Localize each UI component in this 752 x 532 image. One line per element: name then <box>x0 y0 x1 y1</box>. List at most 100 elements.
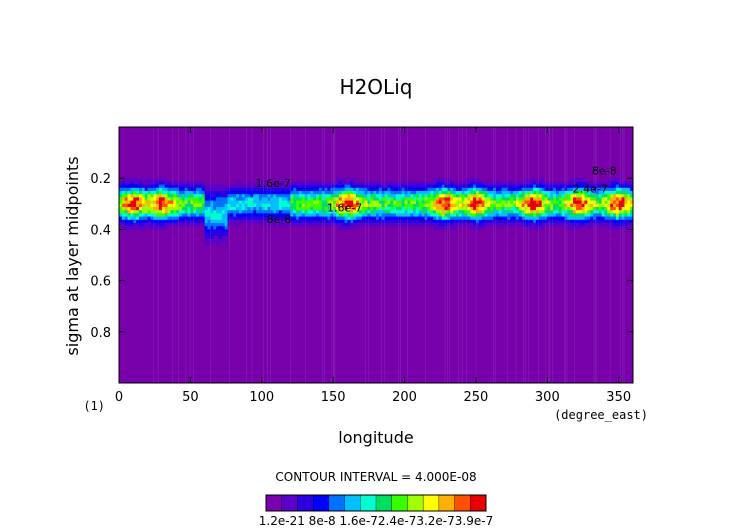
heatmap-cell <box>484 181 488 185</box>
heatmap-cell <box>138 223 143 227</box>
heatmap-cell <box>361 184 365 189</box>
heatmap-cell <box>441 181 445 185</box>
heatmap-cell <box>278 184 283 189</box>
heatmap-cell <box>238 219 243 224</box>
heatmap-cell <box>601 216 605 221</box>
heatmap-cell <box>430 194 434 198</box>
heatmap-cell <box>167 200 171 205</box>
heatmap-cell <box>230 203 234 208</box>
heatmap-cell <box>253 210 257 214</box>
heatmap-cell <box>318 207 323 211</box>
heatmap-cell <box>495 194 500 198</box>
heatmap-cell <box>498 210 503 214</box>
heatmap-cell <box>398 191 403 195</box>
heatmap-cell <box>247 223 251 227</box>
heatmap-cell <box>347 213 351 217</box>
heatmap-cell <box>370 191 374 195</box>
heatmap-cell <box>593 207 597 211</box>
heatmap-cell <box>307 191 311 195</box>
heatmap-cell <box>601 197 605 201</box>
heatmap-cell <box>481 219 485 224</box>
heatmap-cell <box>473 226 477 230</box>
heatmap-cell <box>370 184 374 189</box>
heatmap-cell <box>187 194 191 198</box>
heatmap-cell <box>201 216 206 221</box>
heatmap-cell <box>313 210 317 214</box>
heatmap-cell <box>273 181 277 185</box>
heatmap-cell <box>210 187 214 192</box>
heatmap-cell <box>141 213 146 217</box>
heatmap-cell <box>530 184 534 189</box>
heatmap-cell <box>473 200 477 205</box>
heatmap-cell <box>515 203 520 208</box>
heatmap-cell <box>567 197 571 201</box>
heatmap-cell <box>470 219 474 224</box>
heatmap-cell <box>341 216 345 221</box>
heatmap-cell <box>161 191 166 195</box>
heatmap-cell <box>190 197 194 201</box>
heatmap-cell <box>615 210 620 214</box>
heatmap-cell <box>121 216 126 221</box>
heatmap-cell <box>216 216 220 221</box>
heatmap-cell <box>461 207 465 211</box>
heatmap-cell <box>153 210 157 214</box>
heatmap-cell <box>373 181 377 185</box>
heatmap-cell <box>595 210 600 214</box>
heatmap-cell <box>444 210 448 214</box>
heatmap-cell <box>296 194 300 198</box>
heatmap-cell <box>461 197 465 201</box>
heatmap-cell <box>621 187 625 192</box>
heatmap-cell <box>178 213 183 217</box>
heatmap-cell <box>193 197 197 201</box>
heatmap-cell <box>176 207 180 211</box>
heatmap-cell <box>310 191 314 195</box>
heatmap-cell <box>601 184 605 189</box>
heatmap-cell <box>407 219 411 224</box>
heatmap-cell <box>136 181 140 185</box>
heatmap-cell <box>136 226 140 230</box>
heatmap-cell <box>358 200 363 205</box>
heatmap-cell <box>144 216 148 221</box>
heatmap-cell <box>618 181 622 185</box>
heatmap-cell <box>210 210 214 214</box>
heatmap-cell <box>570 181 574 185</box>
heatmap-cell <box>521 216 525 221</box>
heatmap-cell <box>156 191 160 195</box>
heatmap-cell <box>564 216 568 221</box>
heatmap-cell <box>261 197 266 201</box>
heatmap-cell <box>176 203 180 208</box>
heatmap-cell <box>170 181 174 185</box>
contour-label: 1.6e-7 <box>256 177 291 190</box>
heatmap-cell <box>473 210 477 214</box>
y-tick-label: 0.4 <box>90 223 111 238</box>
heatmap-cell <box>621 210 625 214</box>
heatmap-cell <box>238 184 243 189</box>
heatmap-cell <box>256 213 260 217</box>
heatmap-cell <box>213 219 217 224</box>
heatmap-cell <box>261 223 266 227</box>
heatmap-cell <box>218 223 223 227</box>
heatmap-cell <box>567 223 571 227</box>
heatmap-cell <box>461 216 465 221</box>
heatmap-cell <box>421 187 425 192</box>
heatmap-cell <box>547 207 551 211</box>
heatmap-cell <box>284 187 288 192</box>
heatmap-cell <box>278 207 283 211</box>
heatmap-cell <box>464 203 468 208</box>
heatmap-cell <box>384 187 388 192</box>
heatmap-cell <box>630 213 634 217</box>
heatmap-cell <box>156 181 160 185</box>
heatmap-cell <box>541 197 545 201</box>
heatmap-cell <box>250 216 254 221</box>
heatmap-cell <box>424 187 428 192</box>
heatmap-cell <box>467 181 471 185</box>
heatmap-cell <box>327 223 331 227</box>
heatmap-cell <box>407 181 411 185</box>
heatmap-cell <box>238 210 243 214</box>
heatmap-cell <box>441 226 445 230</box>
heatmap-cell <box>313 194 317 198</box>
heatmap-cell <box>530 178 534 182</box>
heatmap-cell <box>173 210 177 214</box>
heatmap-cell <box>316 203 320 208</box>
heatmap-cell <box>213 184 217 189</box>
